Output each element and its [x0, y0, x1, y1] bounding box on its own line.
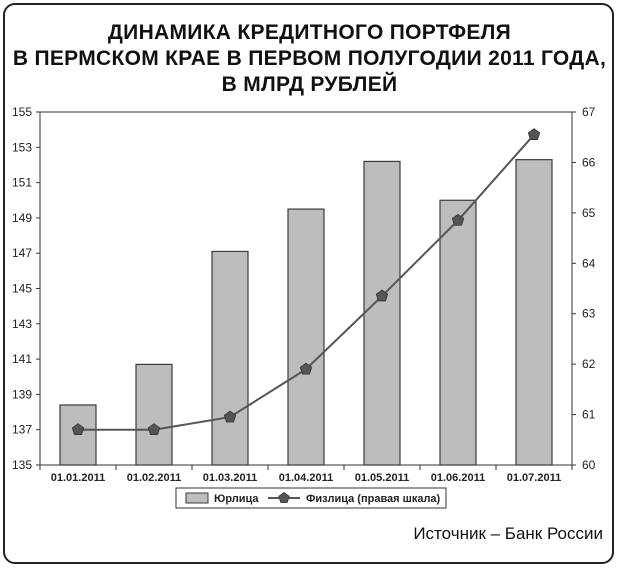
chart-title-line-1: ДИНАМИКА КРЕДИТНОГО ПОРТФЕЛЯ — [107, 21, 512, 44]
left-axis-tick-label: 139 — [12, 387, 32, 401]
line-point-01.04.2011 — [299, 362, 313, 375]
left-axis-tick-label: 147 — [12, 246, 32, 260]
left-axis-tick-label: 153 — [12, 140, 32, 154]
line-point-01.07.2011 — [527, 128, 541, 140]
left-axis-tick-label: 137 — [12, 423, 32, 437]
left-axis-tick-label: 135 — [12, 458, 32, 472]
legend-swatch-marker — [278, 492, 290, 503]
x-axis-label: 01.07.2011 — [507, 472, 561, 484]
legend-label-line: Физлица (правая шкала) — [306, 493, 441, 505]
left-axis-tick-label: 151 — [12, 176, 32, 190]
legend-swatch-bar — [185, 492, 209, 504]
bar-01.04.2011 — [287, 208, 325, 466]
bar-01.01.2011 — [59, 404, 97, 466]
chart-title: ДИНАМИКА КРЕДИТНОГО ПОРТФЕЛЯ В ПЕРМСКОМ … — [0, 20, 619, 98]
x-axis-label: 01.01.2011 — [51, 472, 105, 484]
right-axis-tick-label: 66 — [582, 155, 596, 169]
bar-01.07.2011 — [515, 159, 553, 466]
left-axis-tick-label: 143 — [12, 317, 32, 331]
bar-01.02.2011 — [135, 363, 173, 466]
chart-title-line-3: В МЛРД РУБЛЕЙ — [221, 73, 398, 96]
legend-box — [175, 487, 447, 509]
x-axis-label: 01.05.2011 — [355, 472, 409, 484]
x-axis-label: 01.04.2011 — [279, 472, 333, 484]
chart-title-line-2: В ПЕРМСКОМ КРАЕ В ПЕРВОМ ПОЛУГОДИИ 2011 … — [12, 47, 607, 70]
right-axis-tick-label: 67 — [582, 105, 596, 119]
bar-01.06.2011 — [439, 199, 477, 466]
line-point-01.06.2011 — [451, 213, 465, 226]
left-axis-tick-label: 145 — [12, 282, 32, 296]
right-axis-tick-label: 65 — [582, 206, 596, 220]
right-axis-tick-label: 61 — [582, 408, 596, 422]
right-axis-tick-label: 63 — [582, 307, 596, 321]
left-axis-tick-label: 149 — [12, 211, 32, 225]
line-point-01.02.2011 — [147, 423, 161, 435]
right-axis-tick-label: 60 — [582, 458, 596, 472]
bar-01.05.2011 — [363, 160, 401, 466]
right-axis-tick-label: 62 — [582, 357, 596, 371]
x-axis-label: 01.02.2011 — [127, 472, 181, 484]
left-axis-tick-label: 141 — [12, 352, 32, 366]
bar-01.03.2011 — [211, 250, 249, 466]
x-axis-label: 01.06.2011 — [431, 472, 485, 484]
left-axis-tick-label: 155 — [12, 105, 32, 119]
source-note: Источник – Банк России — [413, 524, 603, 543]
line-point-01.01.2011 — [71, 423, 85, 435]
line-point-01.03.2011 — [223, 410, 237, 423]
x-axis-label: 01.03.2011 — [203, 472, 257, 484]
legend-label-bar: Юрлица — [214, 493, 259, 505]
line-point-01.05.2011 — [375, 289, 389, 302]
right-axis-tick-label: 64 — [582, 256, 596, 270]
